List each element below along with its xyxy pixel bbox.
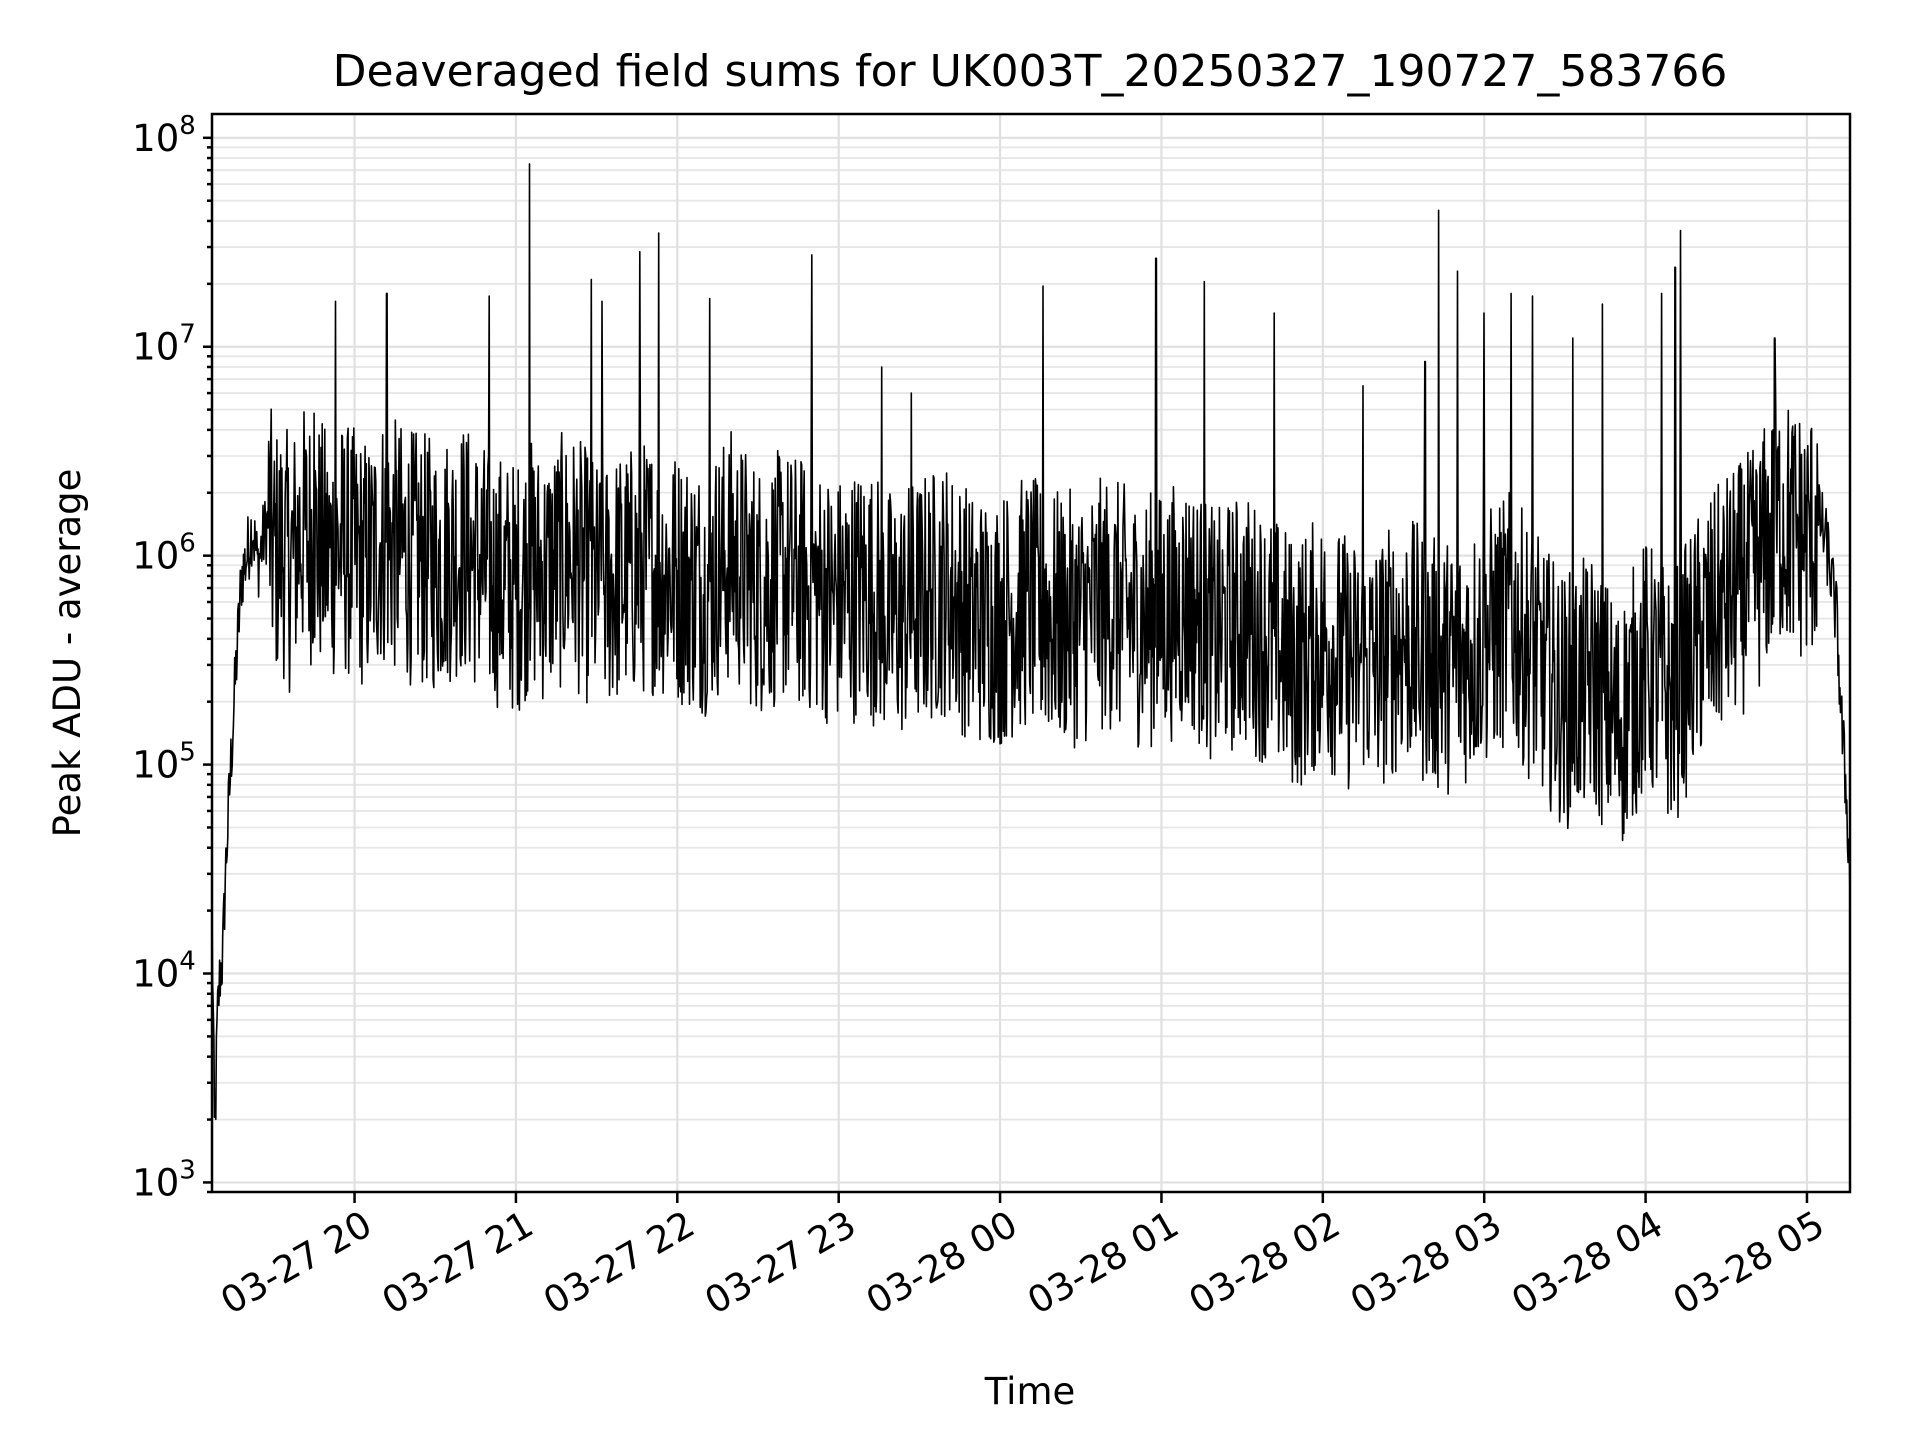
y-tick-label: 104 — [132, 947, 196, 996]
y-tick-label: 105 — [132, 738, 196, 787]
y-tick-label: 108 — [132, 111, 196, 160]
y-axis-label: Peak ADU - average — [46, 469, 89, 838]
chart-title: Deaveraged field sums for UK003T_2025032… — [333, 46, 1728, 97]
y-tick-label: 103 — [132, 1155, 196, 1204]
x-axis-label: Time — [984, 1370, 1076, 1413]
series-line — [211, 163, 1851, 1121]
series-layer — [211, 163, 1851, 1121]
y-tick-label: 107 — [132, 320, 196, 369]
y-axis: 103 104 105 106 107 108 — [132, 111, 212, 1204]
plot-frame — [210, 112, 1852, 1194]
y-tick-label: 106 — [132, 529, 196, 578]
